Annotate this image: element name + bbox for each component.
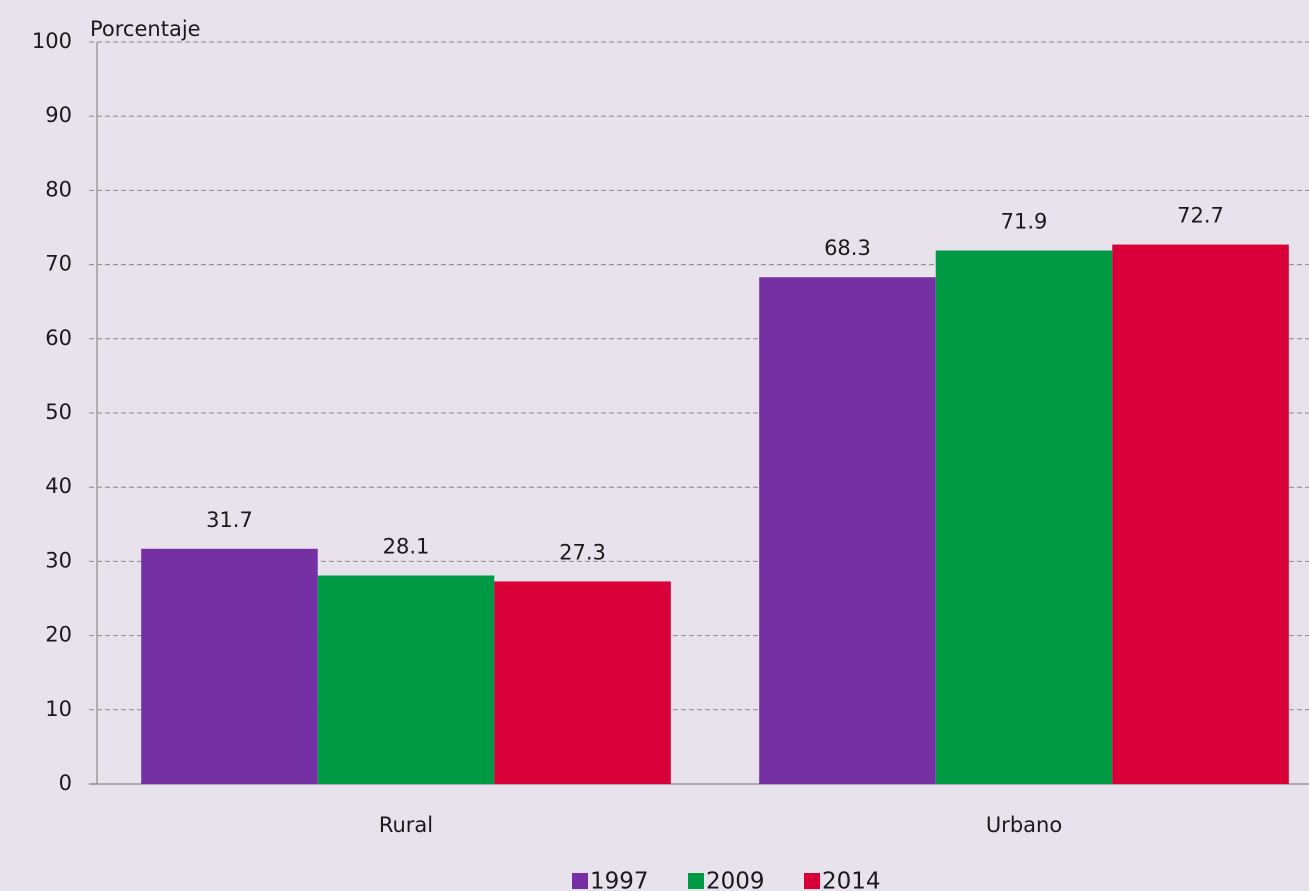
y-axis-label: Porcentaje xyxy=(90,17,201,41)
legend-label: 2009 xyxy=(706,869,765,891)
y-tick-label: 20 xyxy=(45,623,72,647)
legend-label: 1997 xyxy=(590,869,649,891)
data-label: 28.1 xyxy=(383,534,430,558)
bar xyxy=(759,277,936,784)
legend-swatch xyxy=(688,873,704,889)
y-tick-label: 60 xyxy=(45,326,72,350)
bar xyxy=(317,575,495,784)
data-label: 71.9 xyxy=(1001,210,1048,234)
legend-swatch xyxy=(572,873,588,889)
y-tick-label: 70 xyxy=(45,252,72,276)
y-tick-label: 90 xyxy=(45,103,72,127)
y-tick-label: 0 xyxy=(59,771,72,795)
data-label: 72.7 xyxy=(1177,204,1224,228)
data-label: 27.3 xyxy=(559,540,606,564)
y-tick-label: 40 xyxy=(45,474,72,498)
bar xyxy=(1112,244,1289,785)
x-tick-label: Rural xyxy=(379,813,433,837)
legend-label: 2014 xyxy=(822,869,881,891)
bar xyxy=(935,250,1113,784)
y-tick-label: 80 xyxy=(45,177,72,201)
bar xyxy=(141,548,318,784)
data-label: 68.3 xyxy=(824,236,871,260)
bar xyxy=(494,581,671,784)
y-tick-label: 100 xyxy=(32,29,72,53)
data-label: 31.7 xyxy=(206,508,253,532)
y-tick-label: 50 xyxy=(45,400,72,424)
legend-swatch xyxy=(804,873,820,889)
y-tick-label: 30 xyxy=(45,548,72,572)
y-tick-label: 10 xyxy=(45,697,72,721)
x-tick-label: Urbano xyxy=(986,813,1062,837)
